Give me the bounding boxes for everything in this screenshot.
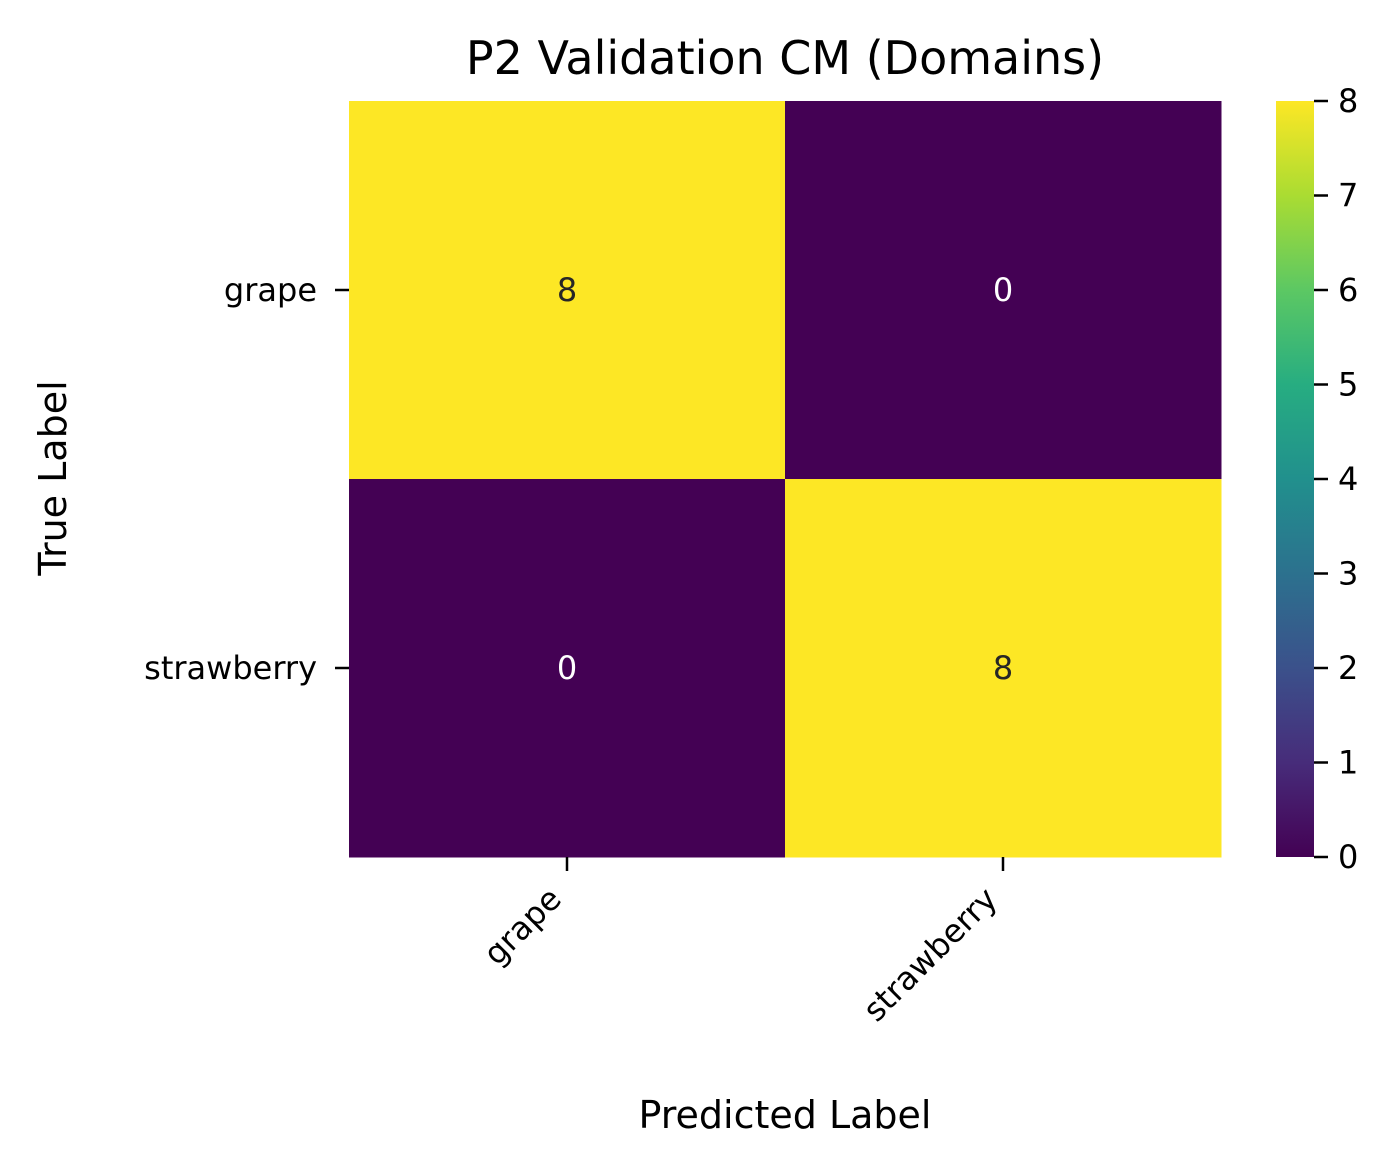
cell-value-label: 0 (557, 649, 577, 687)
y-tick-label: strawberry (144, 649, 317, 687)
heatmap-cell-grape-strawberry (785, 101, 1222, 480)
colorbar-tick-label: 0 (1338, 838, 1358, 876)
colorbar-tick-label: 6 (1338, 271, 1358, 309)
colorbar-tick-label: 1 (1338, 744, 1358, 782)
y-axis-label: True Label (31, 380, 75, 576)
heatmap-cell-strawberry-grape (349, 479, 786, 858)
colorbar-tick-label: 5 (1338, 366, 1358, 404)
cell-labels: 8 0 0 8 (557, 271, 1013, 687)
x-axis-ticks: grape strawberry (476, 857, 1005, 1029)
x-tick-label: strawberry (856, 880, 1005, 1029)
cell-value-label: 0 (993, 271, 1013, 309)
x-tick-label: grape (476, 880, 569, 973)
heatmap-cell-grape-grape (349, 101, 786, 480)
heatmap-cells (349, 101, 1222, 858)
colorbar-ticks: 0 1 2 3 4 5 6 7 8 (1314, 82, 1358, 876)
colorbar (1276, 101, 1314, 857)
colorbar-tick-label: 2 (1338, 649, 1358, 687)
cell-value-label: 8 (557, 271, 577, 309)
y-tick-label: grape (224, 271, 317, 309)
y-axis-ticks: grape strawberry (144, 271, 349, 687)
colorbar-tick-label: 4 (1338, 460, 1358, 498)
heatmap-cell-strawberry-strawberry (785, 479, 1222, 858)
cell-value-label: 8 (993, 649, 1013, 687)
colorbar-tick-label: 3 (1338, 555, 1358, 593)
colorbar-tick-label: 8 (1338, 82, 1358, 120)
colorbar-tick-label: 7 (1338, 177, 1358, 215)
x-axis-label: Predicted Label (639, 1093, 932, 1137)
chart-title: P2 Validation CM (Domains) (466, 31, 1104, 85)
